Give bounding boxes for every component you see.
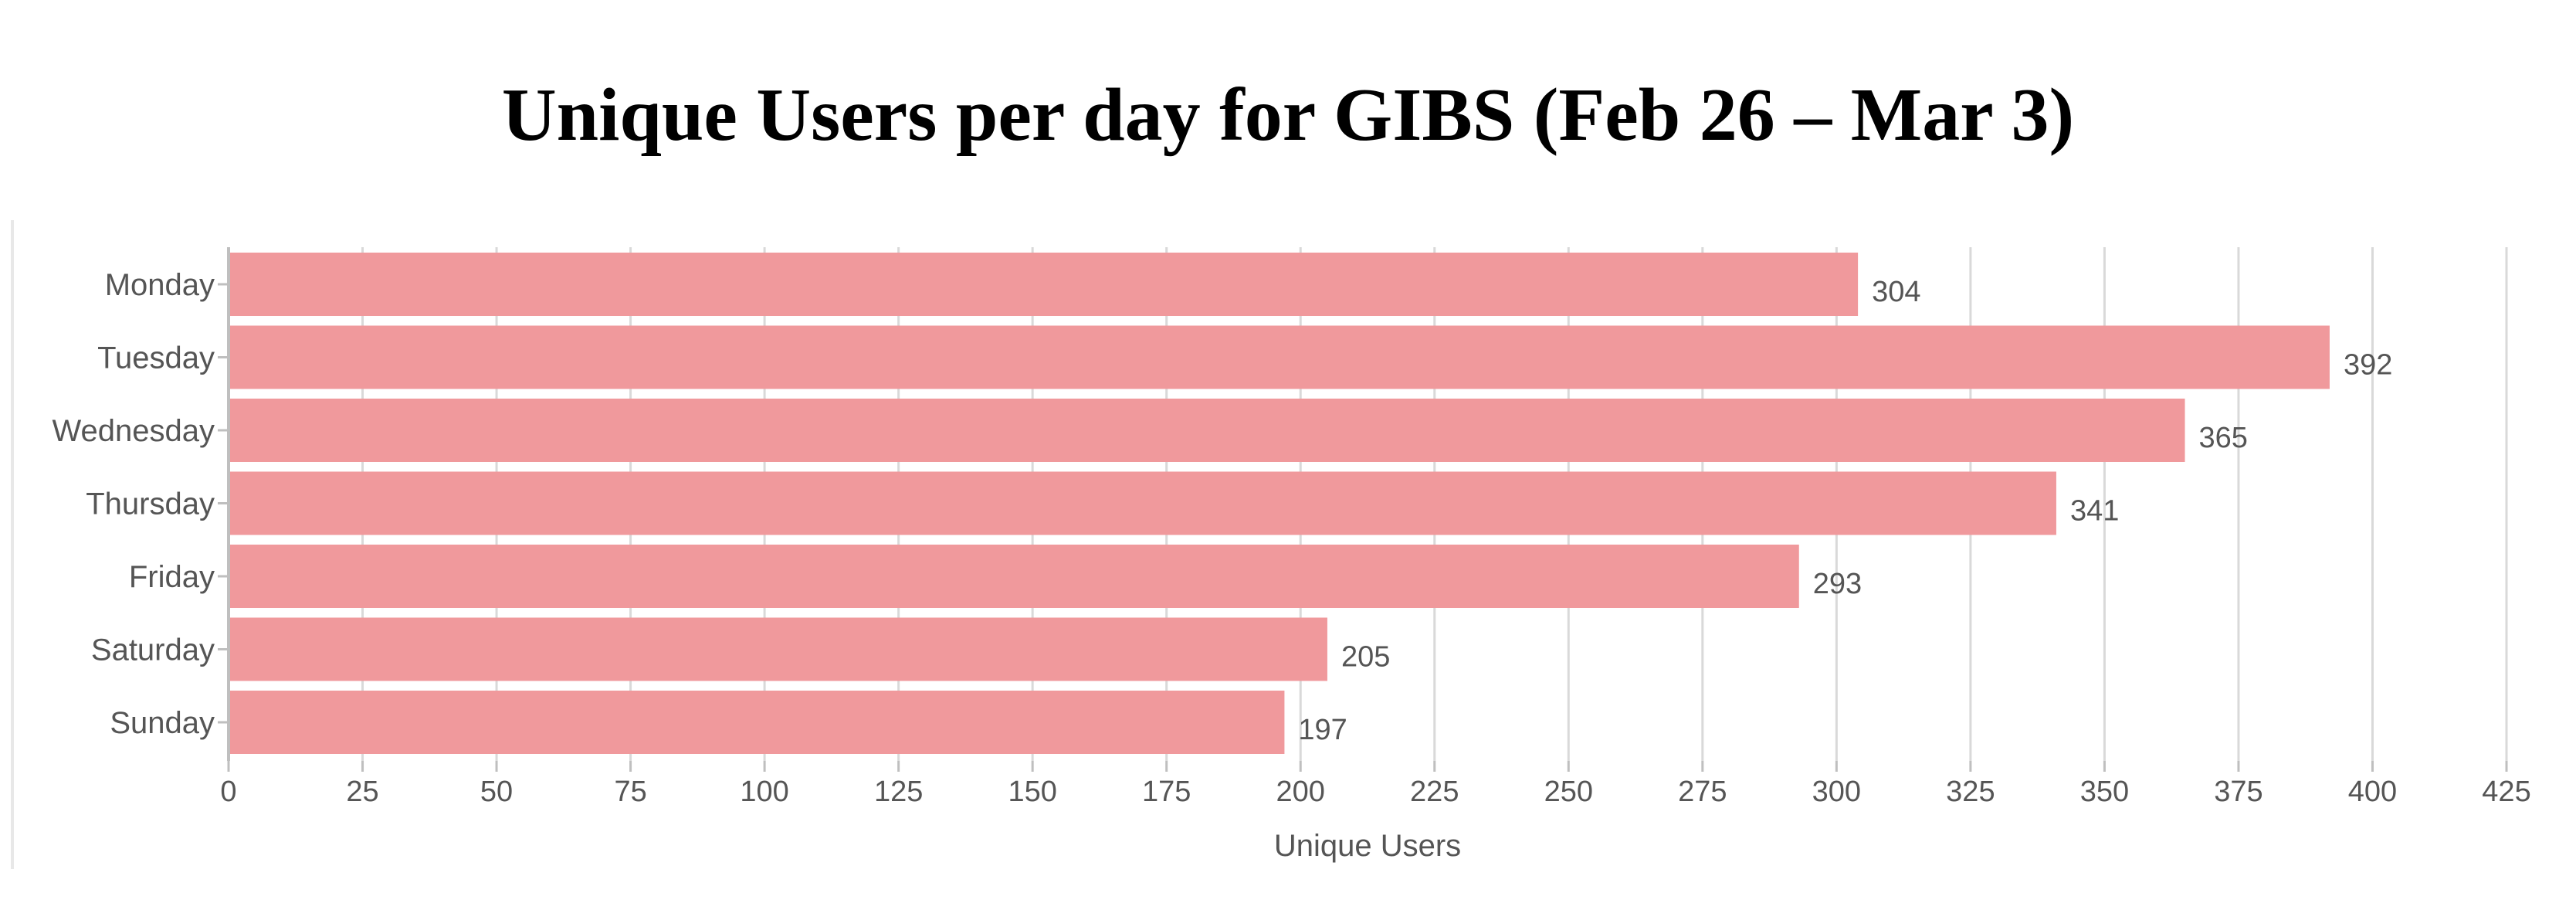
category-label: Friday [129,560,215,594]
x-tick-label: 275 [1678,776,1727,808]
chart-frame [11,220,2570,869]
bars [229,253,2330,754]
data-label: 365 [2199,422,2248,454]
bar-sunday [229,691,1285,754]
x-tick-label: 250 [1544,776,1593,808]
x-tick-label: 150 [1008,776,1056,808]
x-tick-label: 400 [2348,776,2397,808]
x-tick-label: 375 [2214,776,2262,808]
bar-monday [229,253,1859,316]
category-label: Wednesday [52,414,215,448]
bar-wednesday [229,399,2185,462]
x-tick-label: 325 [1946,776,1995,808]
data-label: 341 [2070,495,2119,528]
x-tick-label: 225 [1410,776,1459,808]
axes [218,247,2508,772]
x-tick-label: 75 [614,776,646,808]
data-label: 205 [1341,641,1390,674]
x-tick-label: 0 [220,776,236,808]
bar-thursday [229,471,2056,535]
x-tick-label: 350 [2080,776,2129,808]
bar-friday [229,545,1799,608]
x-axis-title: Unique Users [1274,829,1461,863]
x-tick-label: 300 [1812,776,1861,808]
bar-saturday [229,617,1327,681]
data-label: 293 [1813,568,1862,600]
x-tick-label: 125 [874,776,923,808]
category-label: Sunday [110,706,215,740]
x-tick-label: 200 [1276,776,1325,808]
x-tick-label: 25 [346,776,378,808]
bar-tuesday [229,325,2330,389]
x-tick-label: 425 [2482,776,2530,808]
page-title: Unique Users per day for GIBS (Feb 26 – … [501,73,2075,157]
x-tick-label: 100 [740,776,788,808]
x-tick-label: 175 [1142,776,1191,808]
category-label: Saturday [91,633,215,667]
category-label: Monday [105,268,215,302]
category-label: Thursday [86,487,215,521]
labels: 0 25 50 75 100 125 150 175 200 225 250 275 300 325 350… [52,268,2530,808]
x-tick-label: 50 [480,776,513,808]
data-label: 304 [1872,276,1920,308]
data-label: 197 [1298,714,1347,746]
category-label: Tuesday [97,341,215,375]
data-label: 392 [2344,349,2392,382]
